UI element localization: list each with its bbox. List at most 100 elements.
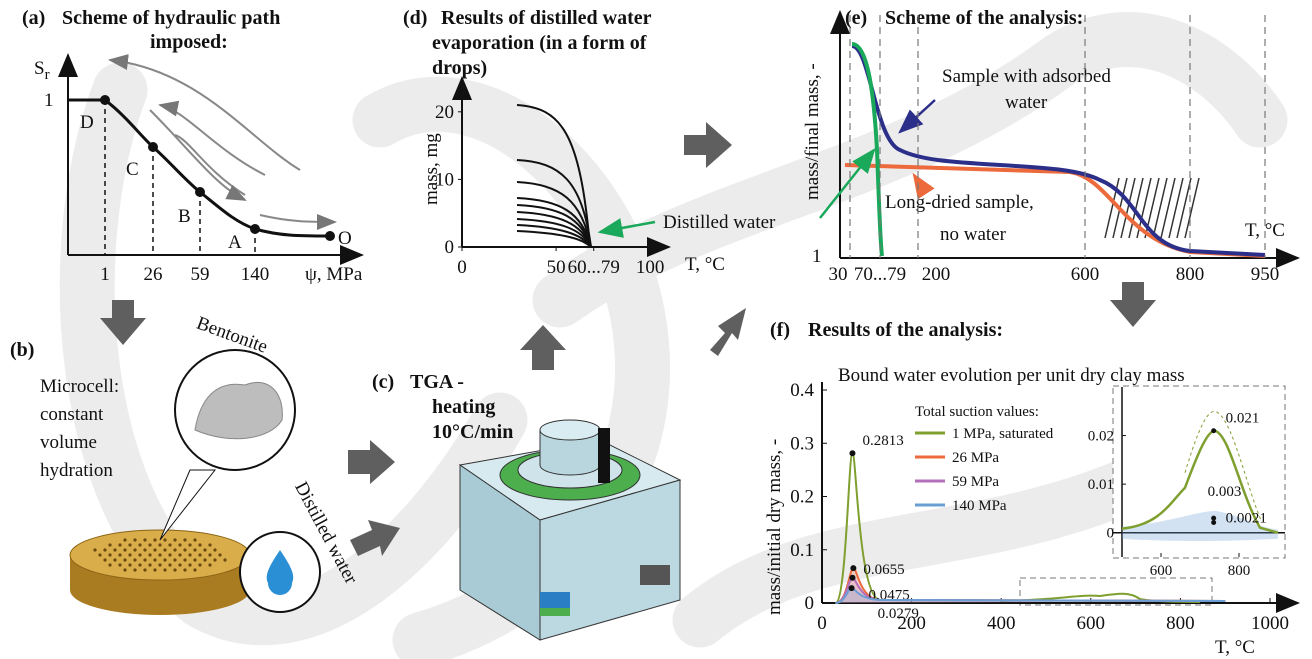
hole (198, 553, 202, 557)
hole (148, 553, 152, 557)
hole (163, 548, 167, 552)
hole (138, 563, 142, 567)
hatch-line (1184, 177, 1200, 239)
hole (158, 553, 162, 557)
panel-title: Scheme of the analysis: (885, 7, 1083, 29)
peak-label: 0.0279 (878, 606, 919, 622)
panel-title: Results of the analysis: (808, 319, 1003, 341)
legend-label: 140 MPa (952, 498, 1007, 514)
hole (208, 563, 212, 567)
hole (188, 563, 192, 567)
inset-curve (1121, 429, 1279, 534)
y-tick-label: 1 (44, 90, 54, 111)
legend-title: Total suction values: (915, 404, 1039, 420)
hole (133, 538, 137, 542)
hole (173, 568, 177, 572)
hole (128, 553, 132, 557)
x-label: ψ, MPa (305, 264, 363, 285)
panel-title: heating (432, 396, 495, 418)
evaporation-curves (516, 104, 592, 248)
x-tick-label: 600 (1071, 264, 1100, 285)
annotation-arrow (819, 148, 876, 219)
inset-curve-upper (1184, 410, 1263, 523)
microcell-holes (93, 538, 227, 572)
hole (133, 548, 137, 552)
peak-point (850, 565, 857, 572)
body-text: volume (40, 432, 97, 453)
hole (223, 558, 227, 562)
inset-y-tick-label: 0.01 (1088, 477, 1114, 493)
hole (153, 548, 157, 552)
tga-arm (598, 428, 610, 483)
peak-point (849, 450, 856, 457)
hatch-line (1128, 177, 1144, 239)
tga-vent (640, 565, 670, 585)
hole (213, 548, 217, 552)
panel-label: (a) (22, 7, 45, 29)
panel-title: evaporation (in a form of (432, 32, 647, 54)
panel-c: (c) TGA - heating 10°C/min (372, 371, 682, 641)
hole (138, 543, 142, 547)
inset-y-tick-label: 0 (1107, 526, 1115, 542)
bentonite-powder (194, 382, 283, 440)
panel-label: (b) (10, 339, 34, 361)
hole (123, 558, 127, 562)
hole (158, 543, 162, 547)
hole (188, 553, 192, 557)
hole (118, 553, 122, 557)
hole (143, 568, 147, 572)
y-tick-label: 10 (435, 169, 454, 190)
hole (158, 563, 162, 567)
y-tick-label: 1 (812, 246, 822, 267)
hole (163, 568, 167, 572)
hole (123, 548, 127, 552)
hole (143, 548, 147, 552)
x-label: T, °C (1245, 220, 1285, 241)
hatch-line (1120, 177, 1136, 239)
annotation: Distilled water (663, 212, 776, 233)
annotation: Sample with adsorbed (942, 66, 1111, 87)
inset-peak-point (1211, 520, 1217, 526)
hole (173, 558, 177, 562)
y-label: Sr (34, 58, 50, 83)
inset-peak-label: 0.021 (1226, 411, 1260, 427)
peak-label: 0.0655 (863, 562, 904, 578)
hole (198, 563, 202, 567)
panel-b: (b) Microcell: constant volume hydration… (10, 313, 362, 615)
panel-label: (d) (403, 7, 427, 29)
hole (173, 548, 177, 552)
y-tick-label: 0.1 (790, 540, 814, 561)
hole (168, 553, 172, 557)
hole (208, 543, 212, 547)
hole (203, 548, 207, 552)
tga-display-strip (540, 608, 570, 616)
hole (163, 538, 167, 542)
hatch-line (1168, 177, 1184, 239)
panel-title: Scheme of hydraulic path (62, 7, 280, 29)
panel-a: (a) Scheme of hydraulic path imposed: Sr… (22, 7, 364, 285)
panel-label: (c) (372, 371, 394, 393)
hole (133, 568, 137, 572)
hole (133, 558, 137, 562)
hole (153, 538, 157, 542)
inset-x-tick-label: 800 (1228, 563, 1251, 579)
legend-label: 59 MPa (952, 474, 999, 490)
x-label: T, °C (1215, 637, 1255, 658)
point-label: B (178, 206, 191, 227)
hole (98, 553, 102, 557)
hole (138, 553, 142, 557)
legend-label: 1 MPa, saturated (952, 426, 1054, 442)
y-label: mass/initial dry mass, - (764, 439, 785, 615)
panel-label: (e) (845, 7, 867, 29)
x-label: T, °C (685, 254, 725, 275)
x-tick-label: 30 (829, 264, 848, 285)
body-text: hydration (40, 460, 113, 481)
x-tick-label: 0 (457, 257, 467, 278)
y-label: mass/final mass, - (802, 63, 823, 200)
hole (123, 538, 127, 542)
hole (193, 568, 197, 572)
annotation: no water (940, 224, 1007, 245)
hole (183, 548, 187, 552)
y-tick-label: 0.4 (790, 380, 814, 401)
hole (163, 558, 167, 562)
